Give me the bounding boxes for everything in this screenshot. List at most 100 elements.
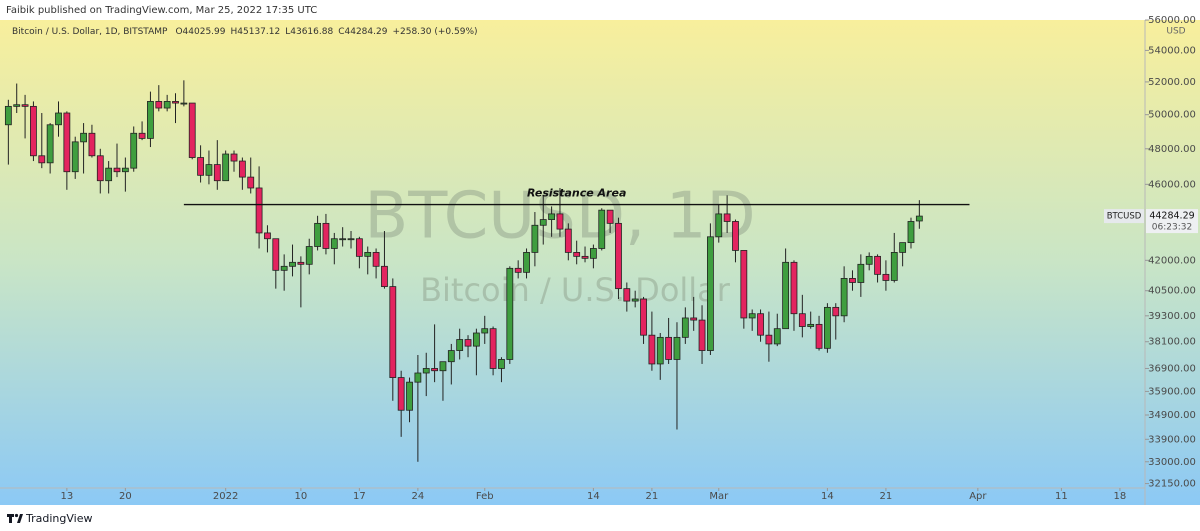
candle-body [205,164,213,176]
candle-body [238,160,246,178]
price-tag-symbol-box [1104,209,1144,224]
countdown: 06:23:32 [1152,223,1192,233]
candle-body [681,317,689,338]
candle-body [472,332,480,347]
brand-logo [7,513,23,523]
legend-value: 44025.99 [183,27,226,37]
candle-body [665,336,673,360]
candle-body [247,176,255,189]
candle-body [798,313,806,327]
candle-body [673,336,681,360]
candle-body [147,101,154,139]
y-tick-label: 52000.00 [1148,77,1196,88]
candle-body [648,334,656,365]
candle-body [481,328,489,334]
watermark-name: Bitcoin / U.S. Dollar [420,271,731,309]
candle-body [113,167,121,173]
candle-body [180,102,188,105]
candle-body [422,368,430,374]
plot-area: 56000.00 54000.00 52000.00 50000.00 48000.00… [4,15,1198,502]
candle-body [732,221,739,251]
candle-body [498,359,505,369]
candle-body [447,350,455,363]
candle-body [355,238,363,257]
y-tick-label: 38100.00 [1148,337,1196,348]
candle-body [615,222,622,290]
candle-body [907,221,915,244]
candle-body [506,267,514,360]
candle-body [88,132,96,157]
candle-body [631,298,639,302]
candle-body [272,238,280,271]
candle-body [915,215,923,222]
candle-body [21,104,29,107]
brand: TradingView [25,512,92,525]
candle-body [539,219,547,226]
x-tick-label: 21 [646,491,659,502]
candle-body [138,132,146,139]
legend-symbol: Bitcoin / U.S. Dollar, 1D, BITSTAMP [12,27,168,37]
x-tick-label: Mar [709,491,729,502]
candle-body [188,102,196,158]
candle-body [489,328,497,369]
y-tick-label: 42000.00 [1148,255,1196,266]
price-tag-value: 44284.29 [1149,211,1194,222]
x-tick-label: 21 [880,491,893,502]
legend-change: +258.30 (+0.59%) [392,27,477,37]
candle-body [439,361,447,372]
candle-body [431,368,438,372]
x-tick-label: 11 [1055,491,1068,502]
candle-body [748,313,756,319]
candle-body [389,286,397,378]
candle-body [372,252,380,267]
y-tick-label: 40500.00 [1148,286,1196,297]
candle-body [690,317,698,321]
candle-body [623,288,631,302]
candle-body [556,213,564,230]
y-tick-label: 32150.00 [1148,479,1196,490]
candle-body [96,155,104,182]
candle-body [807,323,815,327]
candle-body [581,255,589,259]
candle-body [715,213,723,238]
candle-body [414,372,422,383]
header-bar [0,0,1200,20]
candle-body [456,339,464,351]
candle-body [163,101,171,109]
candle-body [289,261,296,267]
candle-body [322,222,330,249]
x-tick-label: Feb [476,491,494,502]
candle-body [782,261,790,330]
x-tick-label: 13 [60,491,73,502]
header: Faibik published on TradingView.com, Mar… [6,5,317,16]
candle-body [406,381,413,411]
candle-body [523,252,530,273]
price-tag-symbol: BTCUSD [1107,212,1142,222]
y-tick-label: 54000.00 [1148,45,1196,56]
candle-body [314,222,321,247]
candle-body [589,248,597,259]
candle-body [330,238,338,249]
candle-body [264,232,271,240]
candle-body [130,132,138,169]
candle-body [857,263,865,283]
candle-body [80,132,87,143]
y-tick-label: 50000.00 [1148,110,1196,121]
candle-body [71,141,79,173]
candle-body [213,164,221,182]
candle-body [197,157,204,176]
x-tick-label: 14 [587,491,600,502]
y-tick-label: 36900.00 [1148,363,1196,374]
candle-body [865,255,873,265]
y-tick-label: 56000.00 [1148,15,1196,26]
candle-body [757,313,764,336]
y-tick-label: 33900.00 [1148,434,1196,445]
legend-value: 45137.12 [237,27,280,37]
candle-body [790,261,798,315]
candle-body [364,252,372,257]
candle-body [849,278,856,283]
legend-value: 43616.88 [290,27,333,37]
x-tick-label: 17 [353,491,366,502]
legend-prefix: O [175,27,182,37]
